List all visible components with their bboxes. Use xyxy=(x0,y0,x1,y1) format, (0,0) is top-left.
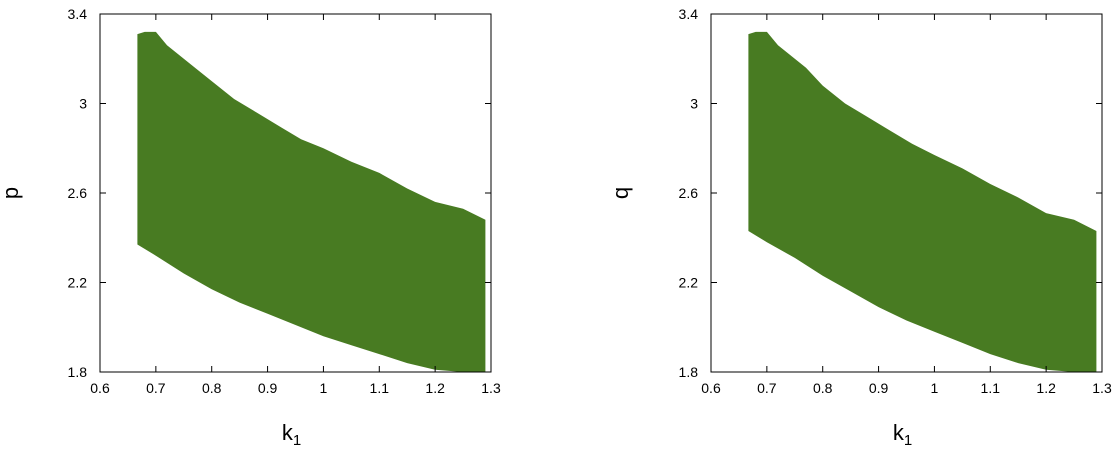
x-tick-label: 0.7 xyxy=(146,380,166,396)
x-axis-title-base: k xyxy=(893,420,905,445)
x-tick-label: 0.8 xyxy=(813,380,833,396)
x-tick-label: 0.7 xyxy=(757,380,777,396)
x-axis-title-base: k xyxy=(282,420,294,445)
x-axis-title: k1 xyxy=(282,420,301,449)
x-tick-label: 1 xyxy=(931,380,939,396)
region-area xyxy=(748,31,1097,373)
x-axis-title-sub: 1 xyxy=(293,432,301,449)
y-tick-label: 3.4 xyxy=(679,6,699,22)
x-tick-label: 1 xyxy=(320,380,328,396)
y-axis-title: p xyxy=(0,187,23,199)
y-tick-label: 2.6 xyxy=(679,185,699,201)
x-tick-label: 1.2 xyxy=(1036,380,1056,396)
x-axis-title-sub: 1 xyxy=(904,432,912,449)
y-tick-label: 2.2 xyxy=(68,275,88,291)
y-tick-label: 2.2 xyxy=(679,275,699,291)
x-axis-title: k1 xyxy=(893,420,912,449)
x-tick-label: 0.8 xyxy=(202,380,222,396)
x-tick-label: 1.2 xyxy=(425,380,445,396)
y-tick-label: 3 xyxy=(79,96,87,112)
y-tick-label: 1.8 xyxy=(679,364,699,380)
x-tick-label: 0.6 xyxy=(701,380,721,396)
x-tick-label: 1.1 xyxy=(981,380,1001,396)
y-tick-label: 2.6 xyxy=(68,185,88,201)
x-tick-label: 0.9 xyxy=(258,380,278,396)
x-tick-label: 1.1 xyxy=(370,380,390,396)
x-tick-label: 0.6 xyxy=(90,380,110,396)
y-tick-label: 3.4 xyxy=(68,6,88,22)
x-tick-label: 0.9 xyxy=(869,380,889,396)
y-tick-label: 1.8 xyxy=(68,364,88,380)
region-area xyxy=(137,31,486,373)
y-tick-label: 3 xyxy=(690,96,698,112)
x-tick-label: 1.3 xyxy=(481,380,501,396)
x-tick-label: 1.3 xyxy=(1092,380,1112,396)
y-axis-title: q xyxy=(608,187,633,199)
